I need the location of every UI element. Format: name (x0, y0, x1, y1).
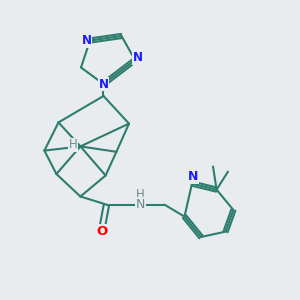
Text: N: N (133, 51, 143, 64)
Text: O: O (96, 225, 108, 238)
Text: H: H (68, 138, 77, 152)
Text: N: N (188, 170, 199, 184)
Text: N: N (98, 77, 109, 91)
Text: N: N (135, 198, 145, 211)
Text: H: H (136, 188, 145, 202)
Text: N: N (81, 34, 92, 47)
